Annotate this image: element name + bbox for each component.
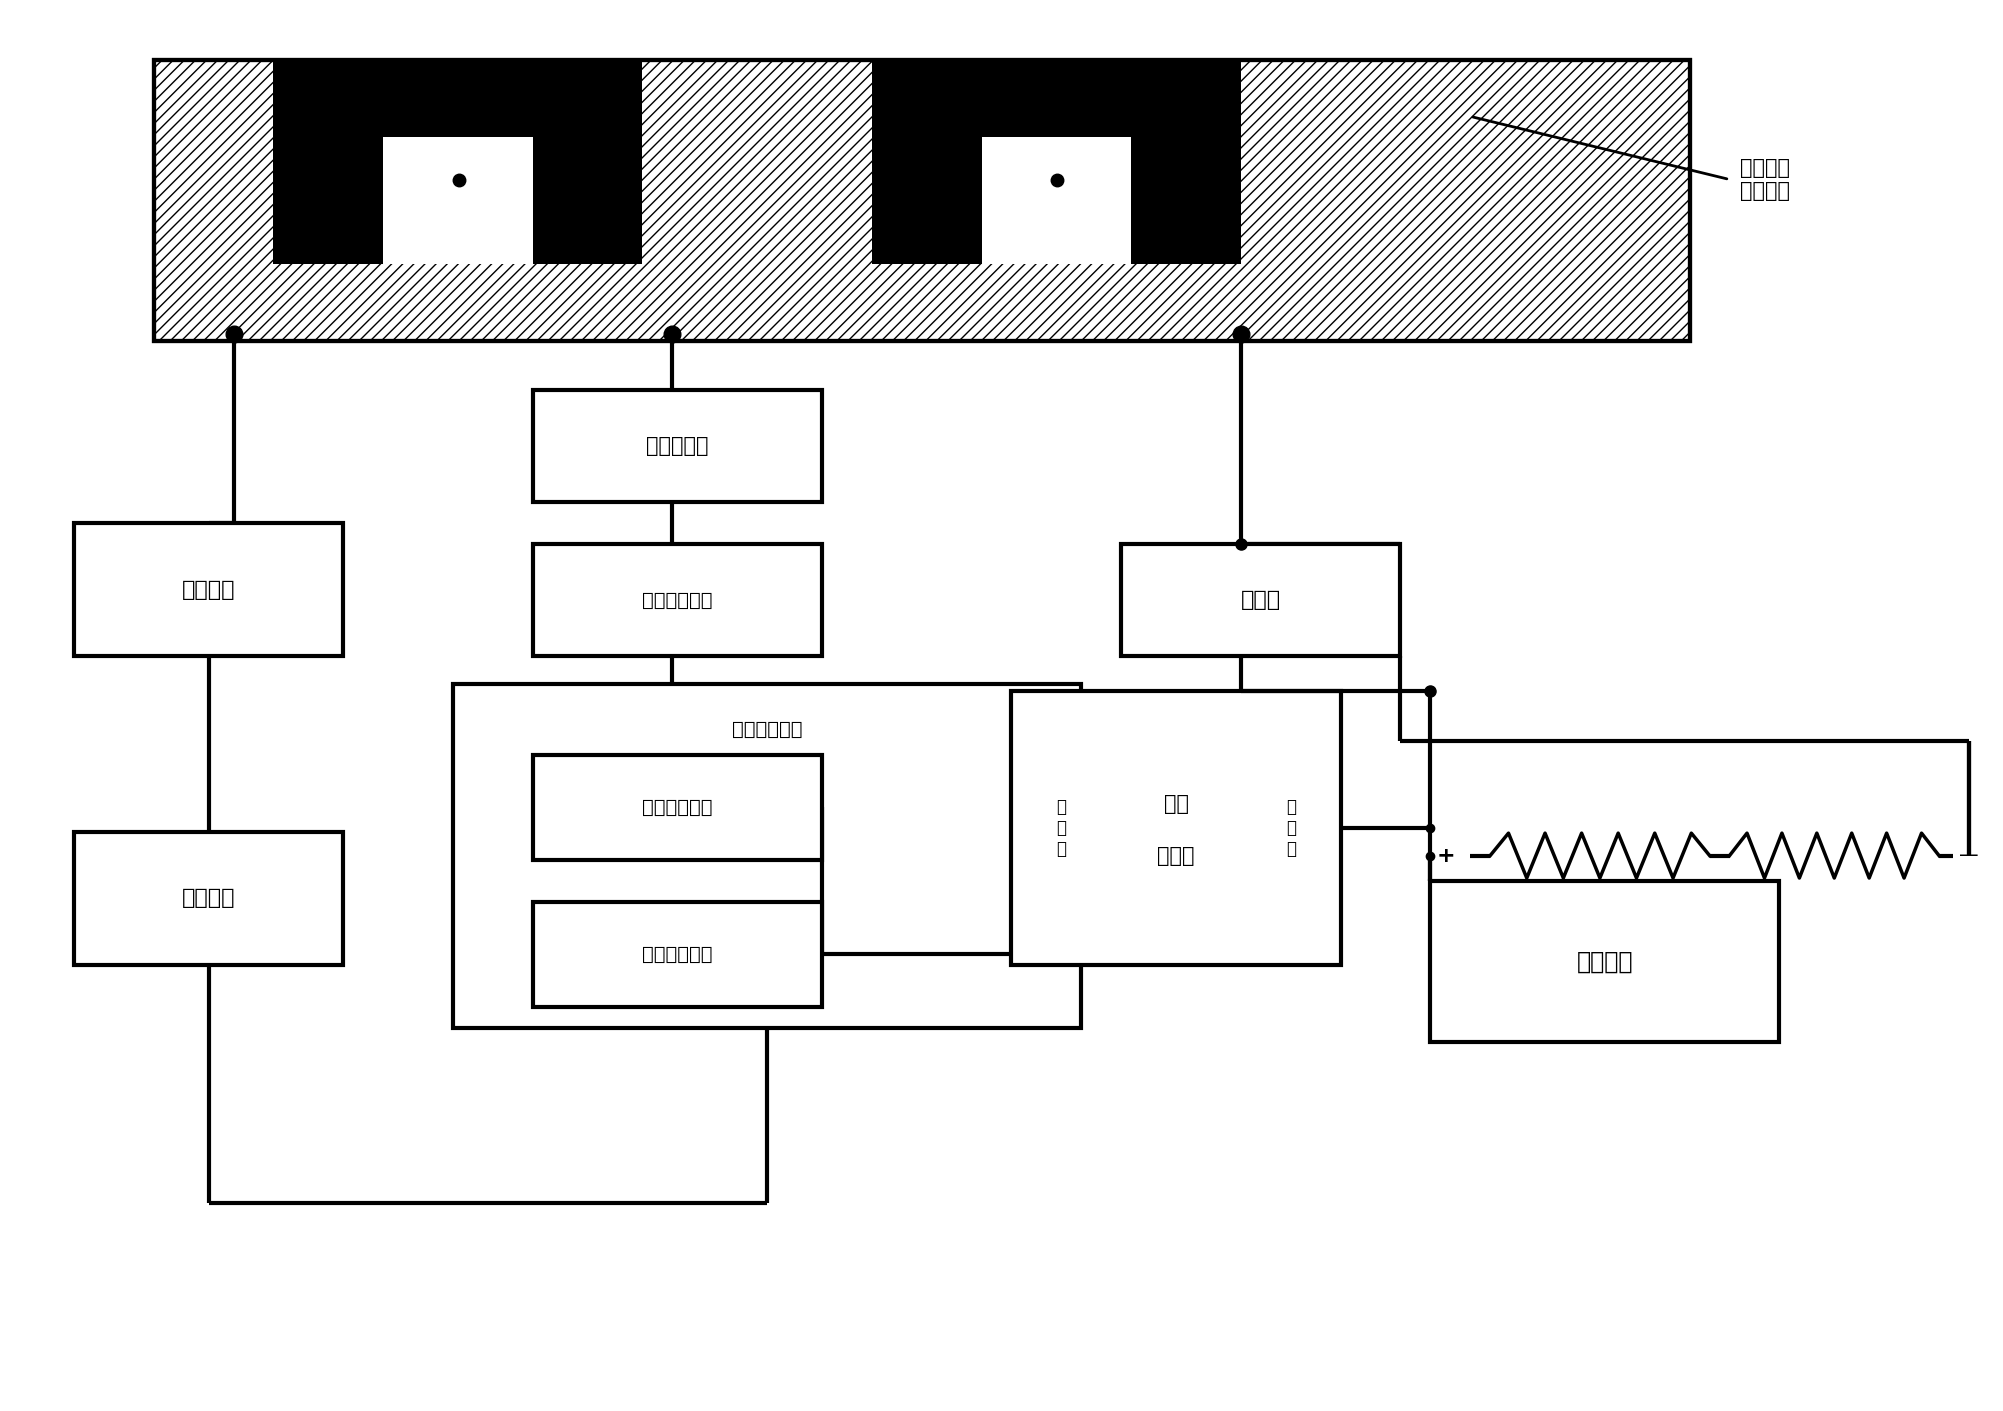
- Text: 控制处理模块: 控制处理模块: [731, 720, 803, 738]
- Bar: [871, 61, 1242, 137]
- Text: 变换求值单元: 变换求值单元: [643, 797, 713, 817]
- Bar: [533, 389, 821, 502]
- Text: 直流电源: 直流电源: [1576, 950, 1632, 974]
- Bar: [383, 137, 533, 264]
- Bar: [154, 61, 1691, 341]
- Text: 匹配网络: 匹配网络: [182, 580, 236, 600]
- Bar: [533, 545, 821, 656]
- Bar: [533, 755, 821, 859]
- Text: 电流传感器: 电流传感器: [647, 436, 709, 456]
- Text: —: —: [1959, 847, 1979, 865]
- Text: 控
制
端: 控 制 端: [1056, 799, 1066, 858]
- Bar: [981, 137, 1132, 264]
- Text: 电压源: 电压源: [1158, 847, 1194, 866]
- Bar: [1430, 880, 1779, 1043]
- Bar: [154, 61, 1691, 341]
- Bar: [1012, 691, 1340, 965]
- Text: +: +: [1436, 845, 1456, 865]
- Text: 模数转换电路: 模数转换电路: [643, 591, 713, 610]
- Text: 控制执行单元: 控制执行单元: [643, 945, 713, 964]
- Bar: [274, 61, 383, 264]
- Bar: [453, 684, 1082, 1029]
- Text: 下电极及
直流电极: 下电极及 直流电极: [1739, 158, 1789, 202]
- Text: 滤波器: 滤波器: [1240, 590, 1280, 611]
- Text: 输
出
端: 输 出 端: [1286, 799, 1296, 858]
- Bar: [1122, 545, 1400, 656]
- Text: 可变: 可变: [1164, 794, 1188, 814]
- Bar: [1132, 61, 1242, 264]
- Bar: [533, 902, 821, 1007]
- Text: 射频电源: 射频电源: [182, 889, 236, 909]
- Bar: [533, 61, 643, 264]
- Bar: [274, 61, 643, 137]
- Bar: [74, 831, 343, 965]
- Bar: [871, 61, 981, 264]
- Bar: [74, 523, 343, 656]
